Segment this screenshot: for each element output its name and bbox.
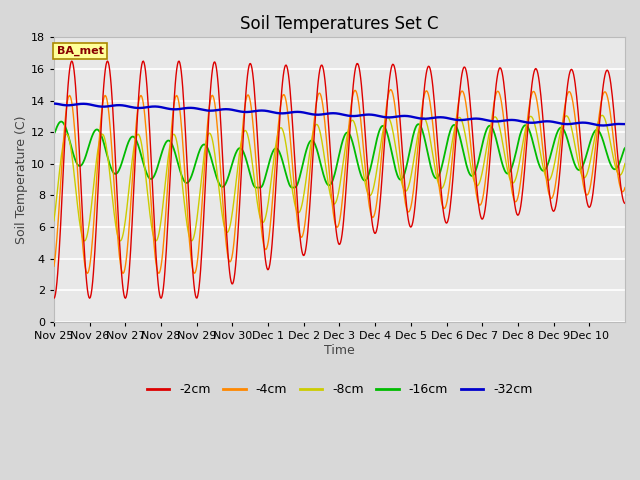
X-axis label: Time: Time	[324, 344, 355, 357]
Legend: -2cm, -4cm, -8cm, -16cm, -32cm: -2cm, -4cm, -8cm, -16cm, -32cm	[141, 378, 538, 401]
Y-axis label: Soil Temperature (C): Soil Temperature (C)	[15, 115, 28, 244]
Text: BA_met: BA_met	[57, 46, 104, 56]
Title: Soil Temperatures Set C: Soil Temperatures Set C	[240, 15, 438, 33]
